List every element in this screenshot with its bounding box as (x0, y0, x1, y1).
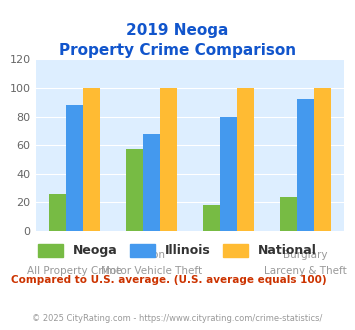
Text: Burglary: Burglary (284, 250, 328, 260)
Bar (220, 116, 237, 231)
Text: All Property Crime: All Property Crime (27, 266, 122, 276)
Text: © 2025 CityRating.com - https://www.cityrating.com/crime-statistics/: © 2025 CityRating.com - https://www.city… (32, 314, 323, 323)
Text: Motor Vehicle Theft: Motor Vehicle Theft (101, 266, 202, 276)
Bar (280, 197, 297, 231)
Bar (126, 149, 143, 231)
Bar (66, 105, 83, 231)
Text: Arson: Arson (136, 250, 166, 260)
Bar (49, 194, 66, 231)
Text: 2019 Neoga: 2019 Neoga (126, 23, 229, 38)
Text: Larceny & Theft: Larceny & Theft (264, 266, 347, 276)
Bar (297, 99, 314, 231)
Text: Compared to U.S. average. (U.S. average equals 100): Compared to U.S. average. (U.S. average … (11, 276, 326, 285)
Legend: Neoga, Illinois, National: Neoga, Illinois, National (38, 244, 317, 257)
Bar (143, 134, 160, 231)
Bar (237, 88, 254, 231)
Bar (160, 88, 177, 231)
Text: Property Crime Comparison: Property Crime Comparison (59, 43, 296, 58)
Bar (203, 205, 220, 231)
Bar (314, 88, 331, 231)
Bar (83, 88, 100, 231)
